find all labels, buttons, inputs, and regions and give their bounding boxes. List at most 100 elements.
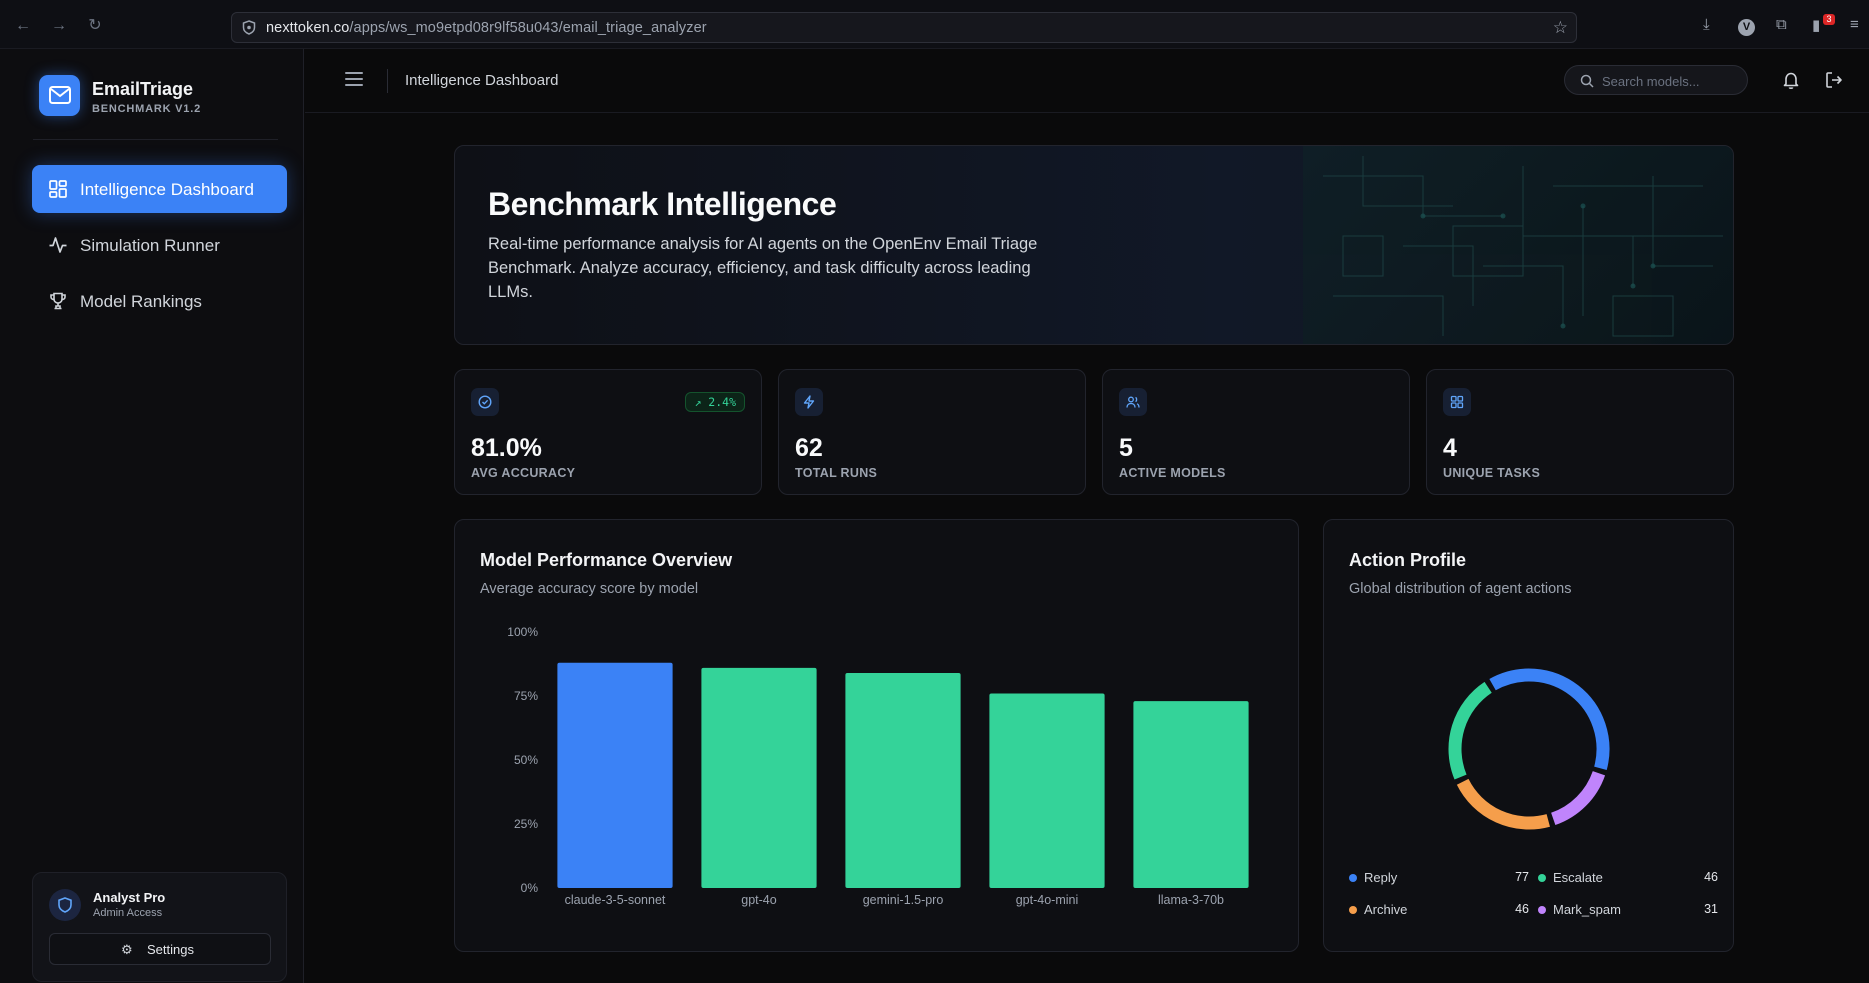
action-donut-chart <box>1448 668 1610 830</box>
search-input[interactable] <box>1602 72 1737 90</box>
divider <box>387 69 388 93</box>
stat-label: AVG ACCURACY <box>471 466 576 480</box>
donut-slice[interactable] <box>1550 770 1606 826</box>
extensions-icon[interactable]: ⧉ <box>1776 16 1787 33</box>
bar[interactable] <box>989 693 1105 888</box>
bar[interactable] <box>701 667 817 888</box>
mail-icon <box>49 86 71 104</box>
page-title: Intelligence Dashboard <box>405 72 559 89</box>
circuit-board-image <box>1303 146 1733 344</box>
gear-icon: ⚙ <box>121 942 133 957</box>
y-tick-label: 100% <box>507 625 538 639</box>
y-tick-label: 75% <box>514 689 538 703</box>
notifications-bell-icon[interactable] <box>1781 70 1801 90</box>
legend-value: 31 <box>1704 902 1718 916</box>
donut-slice[interactable] <box>1448 681 1492 780</box>
sidebar-item-label: Simulation Runner <box>80 236 220 255</box>
stat-label: TOTAL RUNS <box>795 466 878 480</box>
logo <box>39 75 80 116</box>
stat-value: 62 <box>795 434 823 462</box>
stat-card-avg-accuracy: ↗ 2.4% 81.0% AVG ACCURACY <box>454 369 762 495</box>
performance-bar-chart: 0% 25% 50% 75% 100% claude-3-5-sonnet gpt-4o ge… <box>507 625 1249 907</box>
bar[interactable] <box>845 672 961 888</box>
brand-version: BENCHMARK V1.2 <box>92 103 201 115</box>
logout-icon[interactable] <box>1824 70 1844 90</box>
stat-icon-box <box>1119 388 1147 416</box>
legend-value: 77 <box>1515 870 1529 884</box>
stat-card-total-runs: 62 TOTAL RUNS <box>778 369 1086 495</box>
stat-label: ACTIVE MODELS <box>1119 466 1226 480</box>
trend-badge: ↗ 2.4% <box>685 392 745 412</box>
legend-dot <box>1538 906 1546 914</box>
panel-subtitle: Average accuracy score by model <box>480 581 699 597</box>
extension-notify-icon[interactable]: ▮ <box>1812 17 1821 34</box>
sidebar: EmailTriage BENCHMARK V1.2 Intelligence … <box>0 49 304 983</box>
x-tick-label: gpt-4o <box>741 893 776 907</box>
y-tick-label: 50% <box>514 753 538 767</box>
url-text: nexttoken.co/apps/ws_mo9etpd08r9lf58u043… <box>266 20 707 36</box>
x-tick-label: gemini-1.5-pro <box>863 893 944 907</box>
search-icon <box>1580 74 1594 88</box>
site-info-icon[interactable] <box>242 20 256 35</box>
settings-label: Settings <box>147 942 194 957</box>
browser-menu-icon[interactable]: ≡ <box>1850 16 1859 33</box>
legend-value: 46 <box>1704 870 1718 884</box>
sidebar-item-simulation-runner[interactable]: Simulation Runner <box>32 221 287 269</box>
activity-icon <box>49 237 67 253</box>
grid-icon <box>1450 395 1464 409</box>
legend-value: 46 <box>1515 902 1529 916</box>
stat-icon-box <box>471 388 499 416</box>
users-icon <box>1126 396 1140 408</box>
browser-toolbar: ← → ↻ nexttoken.co/apps/ws_mo9etpd08r9lf… <box>0 0 1869 49</box>
legend-dot <box>1538 874 1546 882</box>
bar[interactable] <box>1133 701 1249 888</box>
stat-card-active-models: 5 ACTIVE MODELS <box>1102 369 1410 495</box>
y-tick-label: 25% <box>514 817 538 831</box>
donut-slice[interactable] <box>1456 778 1550 830</box>
grid-icon <box>49 180 67 198</box>
profile-extension-icon[interactable]: V <box>1738 19 1755 36</box>
lightning-icon <box>803 395 815 409</box>
hero-title: Benchmark Intelligence <box>488 186 837 222</box>
panel-subtitle: Global distribution of agent actions <box>1349 581 1572 597</box>
stat-card-unique-tasks: 4 UNIQUE TASKS <box>1426 369 1734 495</box>
bookmark-star-icon[interactable]: ☆ <box>1552 18 1568 37</box>
forward-icon[interactable]: → <box>51 17 67 34</box>
reload-icon[interactable]: ↻ <box>88 17 102 34</box>
stat-value: 81.0% <box>471 434 542 462</box>
stat-label: UNIQUE TASKS <box>1443 466 1541 480</box>
sidebar-item-intelligence-dashboard[interactable]: Intelligence Dashboard <box>32 165 287 213</box>
settings-button[interactable]: ⚙ Settings <box>49 933 271 965</box>
brand-name: EmailTriage <box>92 79 194 99</box>
trophy-icon <box>50 292 66 310</box>
stat-value: 5 <box>1119 434 1133 462</box>
divider <box>33 139 278 140</box>
donut-slice[interactable] <box>1489 668 1610 770</box>
x-tick-label: claude-3-5-sonnet <box>565 893 666 907</box>
address-bar[interactable]: nexttoken.co/apps/ws_mo9etpd08r9lf58u043… <box>231 12 1577 43</box>
legend-label: Escalate <box>1553 870 1603 885</box>
legend-dot <box>1349 906 1357 914</box>
back-icon[interactable]: ← <box>15 17 31 34</box>
stat-icon-box <box>1443 388 1471 416</box>
search-box[interactable] <box>1564 65 1748 95</box>
panel-title: Action Profile <box>1349 550 1467 570</box>
legend-label: Archive <box>1364 902 1408 917</box>
hero-banner: Benchmark Intelligence Real-time perform… <box>454 145 1734 345</box>
hamburger-menu-icon[interactable] <box>345 72 363 88</box>
user-card: Analyst Pro Admin Access ⚙ Settings <box>32 872 287 982</box>
x-tick-label: llama-3-70b <box>1158 893 1224 907</box>
legend-label: Mark_spam <box>1553 902 1621 917</box>
model-performance-panel: Model Performance Overview Average accur… <box>454 519 1299 952</box>
x-tick-label: gpt-4o-mini <box>1016 893 1079 907</box>
download-icon[interactable]: ⤓ <box>1703 16 1710 33</box>
legend-label: Reply <box>1364 870 1398 885</box>
sidebar-item-model-rankings[interactable]: Model Rankings <box>32 277 287 325</box>
top-bar: Intelligence Dashboard <box>305 49 1869 113</box>
avatar <box>49 889 81 921</box>
sidebar-item-label: Intelligence Dashboard <box>80 180 254 199</box>
extension-badge: 3 <box>1823 14 1835 25</box>
sidebar-item-label: Model Rankings <box>80 292 202 311</box>
panel-title: Model Performance Overview <box>480 550 733 570</box>
bar[interactable] <box>557 662 673 888</box>
